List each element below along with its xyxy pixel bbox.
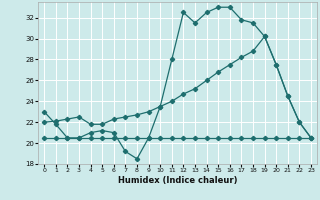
X-axis label: Humidex (Indice chaleur): Humidex (Indice chaleur) xyxy=(118,176,237,185)
